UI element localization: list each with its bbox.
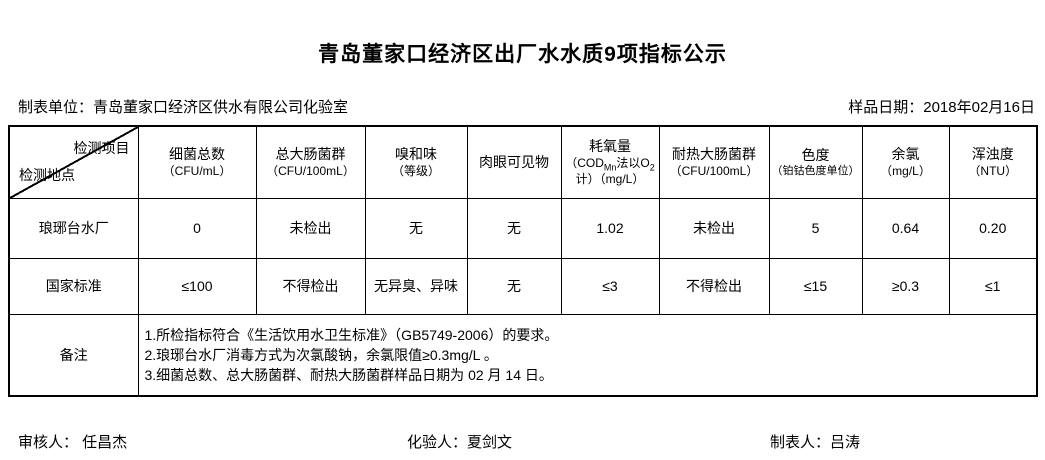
table-cell: 不得检出	[658, 257, 770, 315]
table-cell: ≤15	[768, 257, 863, 315]
remark-label: 备注	[8, 313, 139, 397]
remark-line-2: 2.琅琊台水厂消毒方式为次氯酸钠，余氯限值≥0.3mg/L 。	[144, 346, 498, 363]
column-header-cod: 耗氧量 （CODMn法以O2 计）（mg/L）	[560, 125, 660, 199]
column-header-odor-taste: 嗅和味 （等级）	[364, 125, 468, 199]
corner-cell: 检测项目 检测地点	[8, 125, 139, 199]
table-cell: ≤3	[560, 257, 660, 315]
table-cell: 未检出	[255, 197, 366, 259]
remark-content: 1.所检指标符合《生活饮用水卫生标准》（GB5749-2006）的要求。 2.琅…	[137, 313, 1038, 397]
row-label-standard: 国家标准	[8, 257, 139, 315]
column-header-color: 色度 （铂钴色度单位）	[768, 125, 863, 199]
corner-label-sites: 检测地点	[19, 166, 75, 183]
meta-line: 制表单位：青岛董家口经济区供水有限公司化验室 样品日期：2018年02月16日	[18, 96, 1035, 117]
table-maker-unit: 制表单位：青岛董家口经济区供水有限公司化验室	[18, 99, 349, 116]
table-cell: 0.64	[861, 197, 950, 259]
column-header-visible-matter: 肉眼可见物	[466, 125, 562, 199]
table-cell: 未检出	[658, 197, 770, 259]
sample-date: 样品日期：2018年02月16日	[848, 99, 1035, 116]
table-cell: 无	[466, 257, 562, 315]
table-cell: 1.02	[560, 197, 660, 259]
row-label-site: 琅琊台水厂	[8, 197, 139, 259]
remark-line-3: 3.细菌总数、总大肠菌群、耐热大肠菌群样品日期为 02 月 14 日。	[144, 366, 553, 383]
table-header-row: 检测项目 检测地点 细菌总数 （CFU/mL） 总大肠菌群 （CFU/100mL…	[8, 125, 1038, 199]
table-cell: 无	[466, 197, 562, 259]
water-quality-table: 检测项目 检测地点 细菌总数 （CFU/mL） 总大肠菌群 （CFU/100mL…	[8, 125, 1038, 397]
remark-line-1: 1.所检指标符合《生活饮用水卫生标准》（GB5749-2006）的要求。	[144, 326, 559, 343]
column-header-turbidity: 浑浊度 （NTU）	[948, 125, 1038, 199]
table-cell: 不得检出	[255, 257, 366, 315]
table-cell: ≤1	[948, 257, 1038, 315]
table-row-langyatai: 琅琊台水厂 0 未检出 无 无 1.02 未检出 5 0.64 0.20	[8, 197, 1038, 259]
signature-maker: 制表人：吕涛	[770, 434, 861, 451]
table-row-remark: 备注 1.所检指标符合《生活饮用水卫生标准》（GB5749-2006）的要求。 …	[8, 313, 1038, 397]
table-cell: 无	[364, 197, 468, 259]
column-header-total-coliform: 总大肠菌群 （CFU/100mL）	[255, 125, 366, 199]
page-title: 青岛董家口经济区出厂水水质9项指标公示	[318, 43, 727, 66]
table-cell: ≥0.3	[861, 257, 950, 315]
corner-label-items: 检测项目	[73, 140, 130, 156]
table-cell: ≤100	[137, 257, 257, 315]
table-row-national-standard: 国家标准 ≤100 不得检出 无异臭、异味 无 ≤3 不得检出 ≤15 ≥0.3…	[8, 257, 1038, 315]
table-cell: 0.20	[948, 197, 1038, 259]
table-cell: 0	[137, 197, 257, 259]
table-cell: 5	[768, 197, 863, 259]
column-header-thermotolerant-coliform: 耐热大肠菌群 （CFU/100mL）	[658, 125, 770, 199]
signature-reviewer: 审核人： 任昌杰	[18, 434, 128, 451]
column-header-residual-chlorine: 余氯 （mg/L）	[861, 125, 950, 199]
table-cell: 无异臭、异味	[364, 257, 468, 315]
signature-tester: 化验人：夏剑文	[407, 434, 513, 451]
column-header-bacteria: 细菌总数 （CFU/mL）	[137, 125, 257, 199]
